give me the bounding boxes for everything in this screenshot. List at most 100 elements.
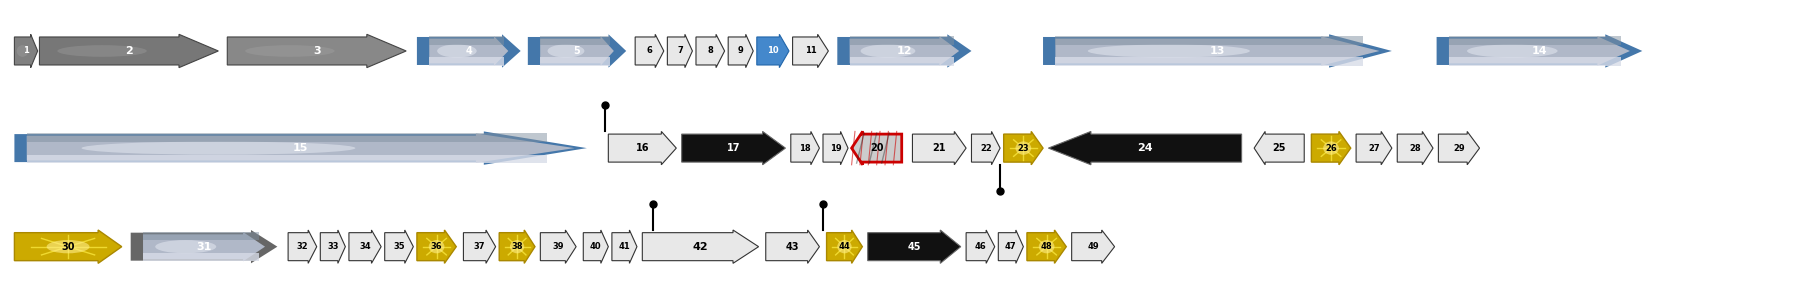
Text: 21: 21 — [932, 143, 947, 153]
Ellipse shape — [860, 44, 916, 58]
Text: 32: 32 — [296, 242, 309, 251]
Ellipse shape — [1467, 44, 1558, 58]
Polygon shape — [228, 34, 407, 68]
Polygon shape — [1048, 131, 1241, 165]
Polygon shape — [499, 230, 535, 263]
Bar — [849, 57, 954, 66]
Ellipse shape — [58, 45, 146, 57]
Polygon shape — [972, 131, 999, 165]
Bar — [430, 57, 504, 66]
Text: 7: 7 — [678, 47, 683, 56]
Ellipse shape — [47, 240, 90, 253]
Ellipse shape — [437, 44, 477, 58]
Text: 2: 2 — [125, 46, 132, 56]
Bar — [143, 253, 258, 261]
Polygon shape — [1437, 34, 1643, 68]
Text: 29: 29 — [1453, 143, 1465, 153]
Ellipse shape — [1039, 240, 1055, 253]
Text: 37: 37 — [473, 242, 486, 251]
Ellipse shape — [548, 44, 584, 58]
Ellipse shape — [16, 45, 29, 57]
Text: 12: 12 — [896, 46, 913, 56]
Polygon shape — [1312, 131, 1350, 165]
Polygon shape — [130, 230, 278, 263]
Text: 1: 1 — [23, 47, 29, 56]
Text: 47: 47 — [1005, 242, 1017, 251]
Text: 6: 6 — [647, 47, 652, 56]
Text: 36: 36 — [430, 242, 443, 251]
Text: 39: 39 — [553, 242, 564, 251]
Text: 8: 8 — [707, 47, 714, 56]
Polygon shape — [320, 230, 345, 263]
Polygon shape — [766, 230, 819, 263]
Polygon shape — [793, 34, 828, 68]
Text: 46: 46 — [974, 242, 987, 251]
Text: 40: 40 — [591, 242, 602, 251]
Bar — [540, 36, 611, 44]
Bar — [27, 133, 548, 142]
Ellipse shape — [246, 45, 334, 57]
Polygon shape — [14, 34, 38, 68]
Polygon shape — [997, 230, 1023, 263]
Polygon shape — [1055, 36, 1379, 66]
Bar — [27, 155, 548, 163]
Text: 48: 48 — [1041, 242, 1052, 251]
Bar — [540, 57, 611, 66]
Polygon shape — [417, 230, 455, 263]
Polygon shape — [349, 230, 381, 263]
Ellipse shape — [428, 240, 445, 253]
Polygon shape — [681, 131, 786, 165]
Text: 35: 35 — [394, 242, 405, 251]
Polygon shape — [728, 34, 754, 68]
Text: 5: 5 — [573, 46, 580, 56]
Ellipse shape — [837, 240, 851, 253]
Ellipse shape — [155, 240, 217, 253]
Text: 9: 9 — [737, 47, 744, 56]
Text: 38: 38 — [511, 242, 522, 251]
Polygon shape — [1355, 131, 1391, 165]
Bar — [1449, 57, 1621, 66]
Polygon shape — [913, 131, 967, 165]
Text: 11: 11 — [804, 47, 817, 56]
Text: 43: 43 — [786, 242, 799, 252]
Text: 17: 17 — [726, 143, 741, 153]
Polygon shape — [584, 230, 609, 263]
Text: 19: 19 — [829, 143, 842, 153]
Polygon shape — [641, 230, 759, 263]
Polygon shape — [667, 34, 692, 68]
Text: 33: 33 — [327, 242, 338, 251]
Bar — [1055, 57, 1362, 66]
Polygon shape — [1438, 131, 1480, 165]
Bar — [849, 36, 954, 44]
Polygon shape — [143, 232, 266, 261]
Polygon shape — [613, 230, 636, 263]
Text: 15: 15 — [293, 143, 309, 153]
Polygon shape — [826, 230, 862, 263]
Polygon shape — [1254, 131, 1305, 165]
Polygon shape — [27, 133, 575, 163]
Text: 14: 14 — [1532, 46, 1547, 56]
Text: 31: 31 — [197, 242, 211, 252]
Polygon shape — [463, 230, 495, 263]
Polygon shape — [791, 131, 819, 165]
Polygon shape — [609, 131, 676, 165]
Polygon shape — [540, 36, 614, 66]
Text: 28: 28 — [1409, 143, 1420, 153]
Polygon shape — [40, 34, 219, 68]
Polygon shape — [540, 230, 576, 263]
Bar — [430, 36, 504, 44]
Polygon shape — [849, 36, 960, 66]
Text: 20: 20 — [869, 143, 884, 153]
Polygon shape — [430, 36, 508, 66]
Text: 16: 16 — [636, 143, 649, 153]
Polygon shape — [1026, 230, 1066, 263]
Ellipse shape — [1088, 44, 1250, 58]
Text: 25: 25 — [1272, 143, 1287, 153]
Bar — [1055, 36, 1362, 44]
Text: 13: 13 — [1209, 46, 1225, 56]
Polygon shape — [385, 230, 414, 263]
Polygon shape — [867, 230, 961, 263]
Ellipse shape — [1323, 141, 1339, 155]
Bar — [1449, 36, 1621, 44]
Bar — [143, 232, 258, 240]
